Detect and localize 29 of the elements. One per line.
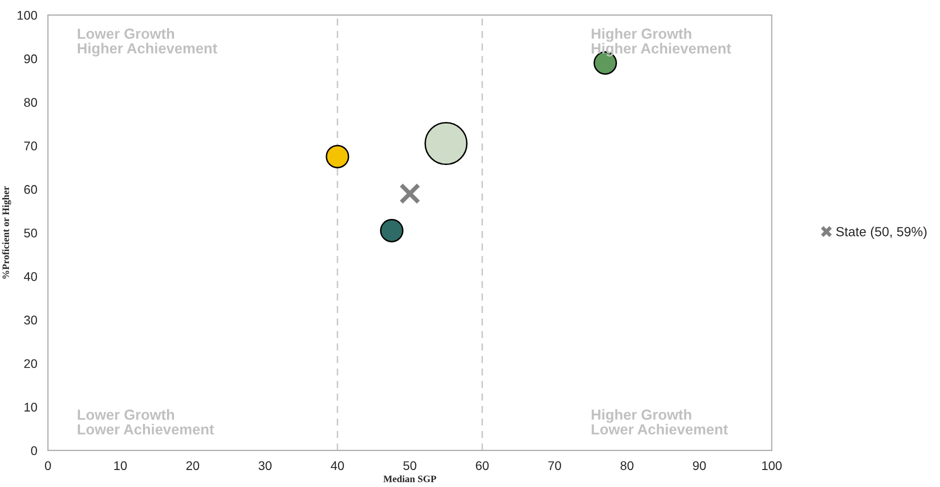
annotation: Lower Growth Higher Achievement <box>78 28 218 56</box>
y-tick-label: 60 <box>24 185 38 194</box>
x-tick-label: 40 <box>330 461 344 470</box>
annotation: Higher Growth Higher Achievement <box>592 28 732 57</box>
y-tick-label: 50 <box>24 228 38 238</box>
y-tick-label: 30 <box>24 316 38 325</box>
annotation: Higher Growth Lower Achievement <box>592 409 728 435</box>
x-tick-label: 100 <box>762 461 782 470</box>
x-tick-label: 20 <box>186 461 200 470</box>
y-axis-title: %Proficient or Higher <box>2 186 12 279</box>
legend-label: State (50, 59%) <box>836 226 926 239</box>
y-tick-label: 70 <box>24 142 38 150</box>
y-tick-label: 90 <box>24 54 38 64</box>
x-tick-label: 10 <box>114 461 127 470</box>
x-tick-label: 70 <box>548 461 562 470</box>
x-tick-label: 90 <box>692 461 706 470</box>
annotation: Lower Growth Lower Achievement <box>78 409 214 435</box>
x-tick-label: 60 <box>476 461 489 470</box>
x-axis-title: Median SGP <box>383 475 436 482</box>
x-tick-label: 50 <box>403 461 416 470</box>
y-tick-label: 20 <box>24 359 38 368</box>
x-tick-label: 80 <box>620 461 634 470</box>
y-tick-label: 10 <box>24 402 38 412</box>
x-tick-label: 30 <box>258 461 272 470</box>
y-tick-label: 100 <box>18 10 38 20</box>
x-tick-label: 0 <box>44 461 51 470</box>
y-tick-label: 80 <box>24 98 38 107</box>
y-tick-label: 40 <box>24 272 38 281</box>
y-tick-label: 0 <box>31 446 38 456</box>
